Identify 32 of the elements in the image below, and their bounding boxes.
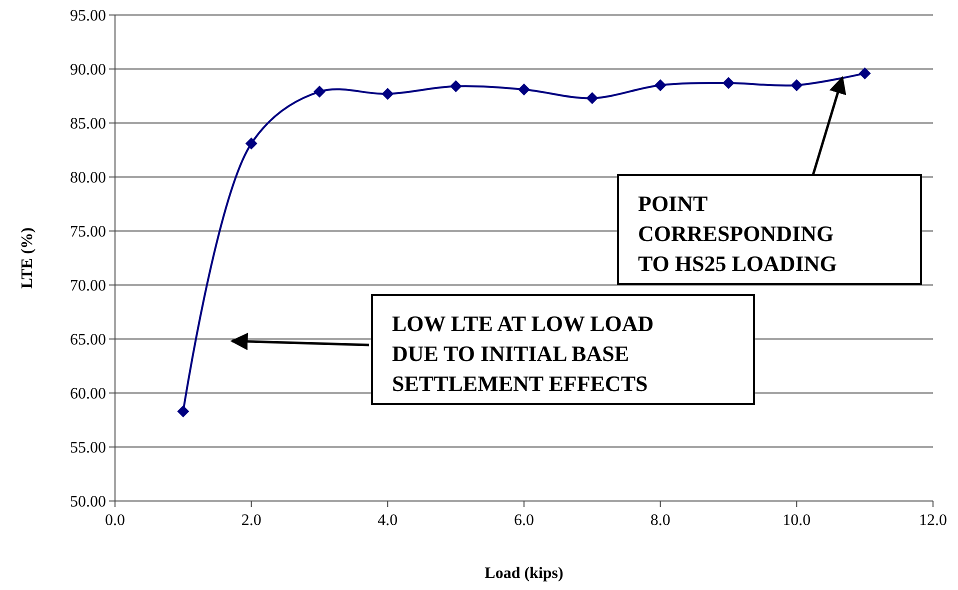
- annotation: POINT CORRESPONDING TO HS25 LOADING: [638, 191, 837, 276]
- y-tick-label: 55.00: [70, 440, 106, 457]
- point: [314, 86, 326, 98]
- point: [790, 79, 803, 92]
- y-tick-label: 95.00: [70, 8, 106, 25]
- x-tick-label: 6.0: [514, 512, 534, 529]
- y-axis-title: LTE (%): [19, 227, 36, 289]
- point: [450, 80, 462, 92]
- point: [177, 405, 190, 418]
- point: [858, 67, 871, 80]
- point: [518, 84, 530, 96]
- x-tick-label: 10.0: [782, 512, 811, 529]
- x-tick-label: 2.0: [241, 512, 262, 529]
- x-tick-label: 4.0: [378, 512, 398, 529]
- annotation: LOW LTE AT LOW LOAD DUE TO INITIAL BASE SETTLEMENT EFFECTS: [392, 311, 654, 396]
- point: [722, 77, 734, 90]
- x-axis-title: Load (kips): [484, 565, 564, 582]
- point: [586, 92, 598, 104]
- y-tick-label: 75.00: [70, 224, 106, 241]
- y-tick-label: 90.00: [70, 62, 106, 79]
- y-tick-label: 85.00: [70, 116, 106, 133]
- y-tick-label: 70.00: [70, 278, 106, 295]
- y-tick-label: 80.00: [70, 170, 106, 187]
- y-tick-label: 60.00: [70, 386, 106, 403]
- x-tick-label: 0.0: [105, 512, 125, 529]
- y-tick-label: 65.00: [70, 332, 106, 349]
- point: [245, 138, 258, 150]
- y-tick-label: 50.00: [70, 494, 106, 511]
- point: [654, 79, 666, 92]
- point: [382, 88, 394, 100]
- x-tick-label: 8.0: [650, 512, 670, 529]
- x-tick-label: 12.0: [919, 512, 947, 529]
